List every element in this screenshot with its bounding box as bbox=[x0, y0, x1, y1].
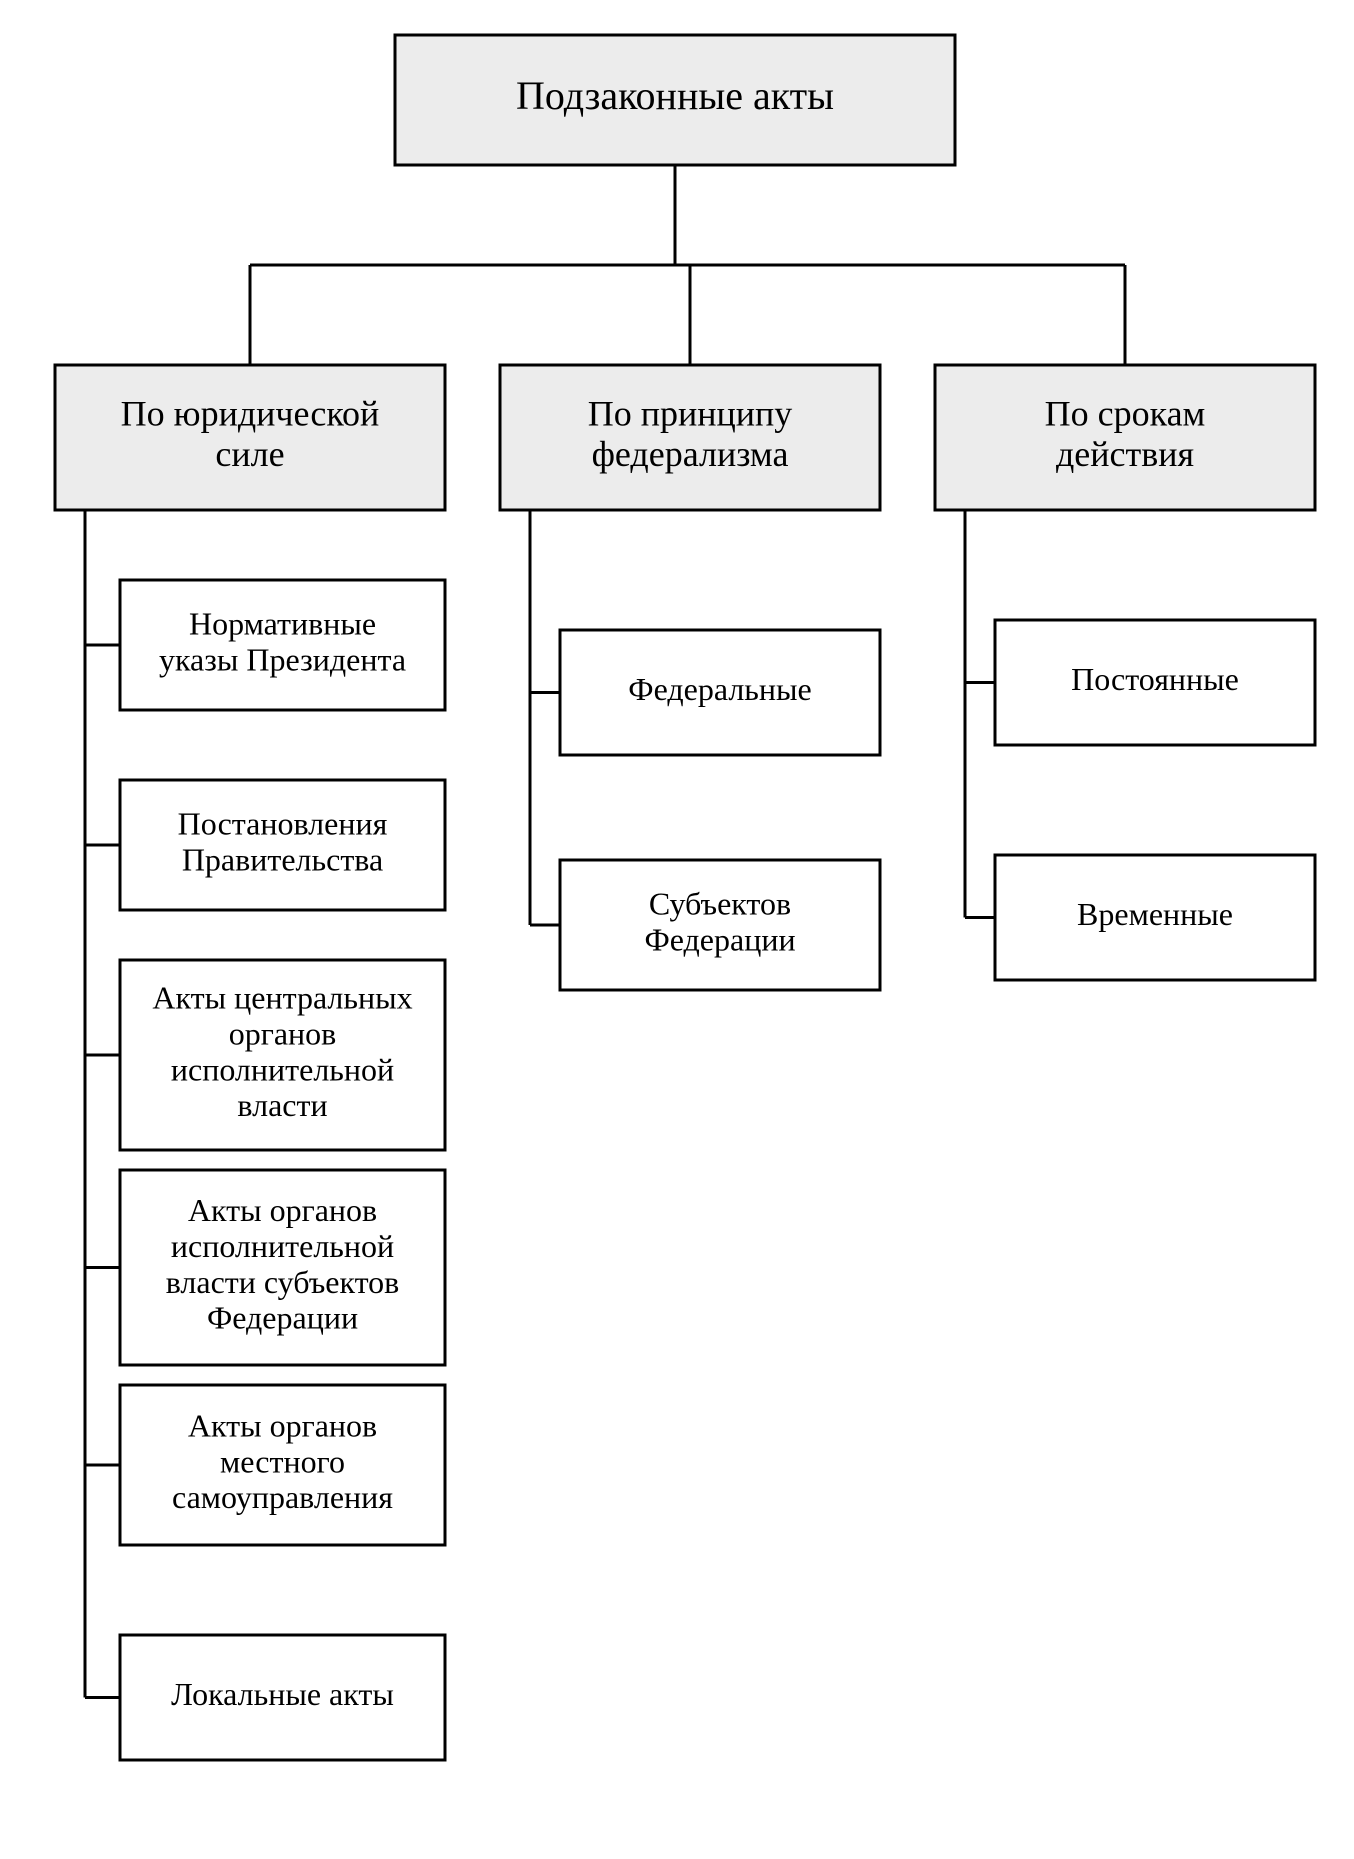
leaf-c1l1-label: указы Президента bbox=[159, 641, 406, 677]
leaf-c1l2-label: Постановления bbox=[178, 805, 388, 841]
leaf-c2l2-label: Субъектов bbox=[649, 885, 791, 921]
category-cat3-label: По срокам bbox=[1045, 394, 1206, 434]
category-cat2-label: По принципу bbox=[588, 394, 793, 434]
root-node-label: Подзаконные акты bbox=[516, 73, 834, 118]
leaf-c1l2-label: Правительства bbox=[182, 841, 383, 877]
leaf-c1l4-label: Федерации bbox=[207, 1300, 358, 1336]
leaf-c1l5-label: местного bbox=[220, 1443, 345, 1479]
leaf-c1l3-label: власти bbox=[237, 1087, 327, 1123]
leaf-c1l4-label: исполнительной bbox=[171, 1228, 394, 1264]
category-cat2-label: федерализма bbox=[592, 434, 789, 474]
leaf-c1l5-label: Акты органов bbox=[188, 1408, 377, 1444]
leaf-c1l3-label: органов bbox=[229, 1015, 337, 1051]
leaf-c1l1-label: Нормативные bbox=[189, 605, 376, 641]
leaf-c1l4-label: Акты органов bbox=[188, 1192, 377, 1228]
leaf-c3l1-label: Постоянные bbox=[1071, 661, 1239, 697]
leaf-c1l6-label: Локальные акты bbox=[171, 1676, 394, 1712]
category-cat3-label: действия bbox=[1056, 434, 1194, 474]
category-cat1-label: силе bbox=[215, 434, 284, 474]
hierarchy-diagram: Подзаконные акты По юридическойсиле Нормат… bbox=[0, 0, 1354, 1859]
leaf-c1l5-label: самоуправления bbox=[172, 1479, 393, 1515]
category-cat1-label: По юридической bbox=[121, 394, 380, 434]
leaf-c2l1-label: Федеральные bbox=[628, 671, 811, 707]
leaf-c1l3-label: исполнительной bbox=[171, 1051, 394, 1087]
leaf-c1l3-label: Акты центральных bbox=[152, 980, 412, 1016]
leaf-c1l4-label: власти субъектов bbox=[166, 1264, 400, 1300]
leaf-c3l2-label: Временные bbox=[1077, 896, 1233, 932]
leaf-c2l2-label: Федерации bbox=[644, 921, 795, 957]
